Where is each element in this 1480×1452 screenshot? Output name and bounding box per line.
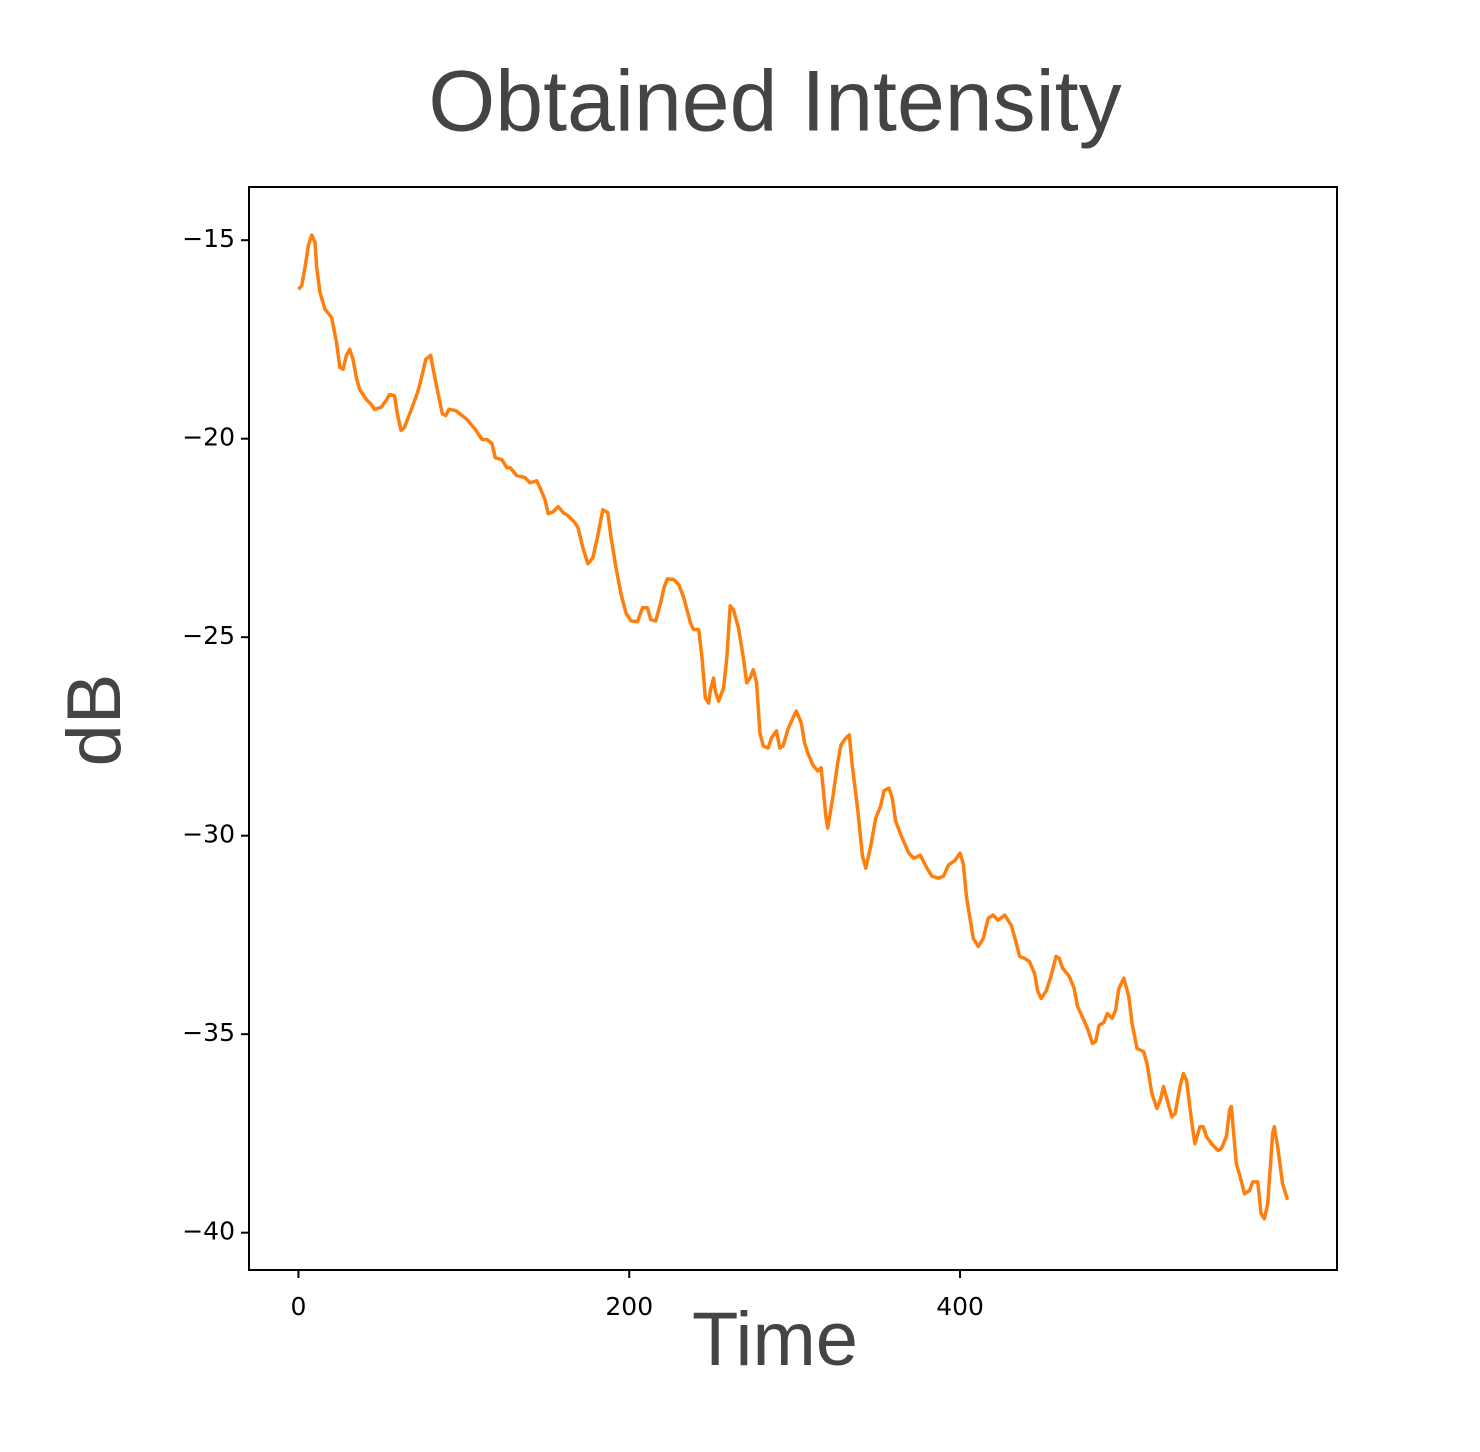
x-tick-label: 400 (936, 1292, 984, 1321)
y-tick-label: −20 (182, 423, 235, 452)
x-tick-label: 200 (605, 1292, 653, 1321)
chart-title: Obtained Intensity (428, 54, 1121, 150)
y-tick-label: −15 (182, 224, 235, 253)
x-tick-label: 0 (291, 1292, 307, 1321)
y-tick-label: −25 (182, 621, 235, 650)
x-axis-label: Time (692, 1297, 858, 1382)
plot-frame (248, 186, 1338, 1271)
data-line (297, 233, 1290, 1221)
y-tick-label: −40 (182, 1217, 235, 1246)
y-tick-label: −35 (182, 1018, 235, 1047)
y-axis-label: dB (52, 674, 137, 767)
y-tick-label: −30 (182, 820, 235, 849)
